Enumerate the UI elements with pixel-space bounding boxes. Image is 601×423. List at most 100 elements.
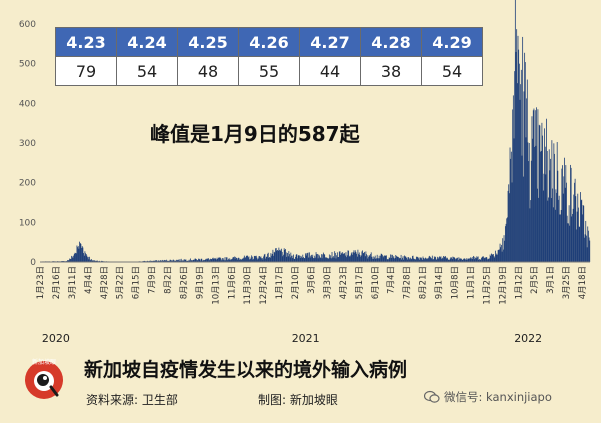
daily-case-bar [206, 259, 207, 262]
daily-case-bar [540, 150, 542, 262]
daily-case-bar [358, 252, 360, 262]
x-tick-label: 11月30日 [243, 266, 253, 305]
daily-case-bar [487, 258, 489, 262]
daily-case-bar [76, 245, 78, 262]
daily-case-bar [388, 257, 390, 262]
daily-case-bar [409, 257, 411, 262]
daily-case-bar [570, 167, 572, 262]
x-tick-label: 4月18日 [578, 266, 588, 299]
daily-case-bar [338, 257, 340, 262]
daily-case-bar [405, 256, 407, 262]
daily-case-bar [81, 246, 83, 262]
daily-case-bar [401, 259, 403, 262]
daily-case-bar [506, 217, 508, 262]
daily-case-bar [514, 71, 516, 263]
daily-case-bar [334, 252, 336, 262]
daily-case-bar [522, 36, 524, 263]
daily-case-bar [283, 254, 284, 262]
daily-case-bar [305, 253, 306, 262]
daily-case-bar [101, 260, 102, 262]
daily-case-bar [175, 260, 177, 262]
daily-case-bar [408, 257, 410, 262]
daily-case-bar [315, 252, 317, 262]
daily-case-bar [367, 258, 369, 262]
daily-case-bar [257, 258, 259, 262]
daily-case-bar [336, 255, 338, 262]
daily-case-bar [573, 194, 575, 262]
daily-case-bar [479, 259, 480, 262]
daily-case-bar [350, 253, 352, 262]
daily-case-bar [419, 257, 421, 262]
daily-case-bar [520, 84, 522, 262]
daily-case-bar [295, 256, 296, 262]
daily-case-bar [503, 235, 505, 262]
daily-case-bar [493, 254, 494, 262]
daily-case-bar [159, 260, 161, 262]
daily-case-bar [290, 252, 292, 262]
daily-case-bar [160, 260, 162, 262]
daily-case-bar [415, 259, 417, 262]
x-tick-label: 4月23日 [339, 266, 349, 299]
daily-case-bar [397, 256, 399, 262]
daily-case-bar [470, 257, 472, 262]
daily-case-bar [270, 253, 272, 262]
brand-logo: 新加坡眼 [25, 358, 63, 399]
daily-case-bar [346, 257, 348, 262]
daily-case-bar [212, 257, 214, 262]
wechat-icon [424, 390, 440, 403]
daily-case-bar [261, 258, 262, 262]
daily-case-bar [278, 247, 280, 262]
daily-case-bar [374, 257, 375, 262]
daily-case-bar [325, 257, 327, 262]
daily-case-bar [184, 259, 185, 262]
x-tick-label: 7月4日 [387, 266, 397, 294]
daily-case-bar [530, 200, 532, 262]
chart-maker: 制图: 新加坡眼 [258, 393, 338, 407]
daily-case-bar [496, 253, 498, 262]
daily-case-bar [166, 260, 168, 262]
x-tick-label: 2月10日 [291, 266, 301, 299]
daily-case-bar [532, 138, 534, 262]
daily-case-bar [387, 259, 389, 262]
x-tick-label: 8月21日 [419, 266, 429, 299]
daily-case-bar [393, 256, 395, 262]
daily-case-bar [508, 193, 510, 262]
daily-case-bar [148, 260, 150, 262]
daily-case-bar [584, 237, 585, 262]
year-label: 2022 [514, 332, 542, 345]
y-tick-label: 0 [30, 258, 36, 268]
daily-case-bar [569, 225, 571, 262]
daily-case-bar [256, 257, 258, 262]
daily-case-bar [541, 122, 543, 262]
daily-case-bar [426, 259, 428, 262]
daily-case-bar [72, 257, 74, 262]
daily-case-bar [588, 237, 590, 262]
daily-case-bar [518, 63, 520, 262]
daily-case-bar [481, 257, 483, 262]
daily-case-bar [376, 254, 378, 262]
daily-case-bar [269, 257, 271, 262]
daily-case-bar [366, 255, 368, 262]
daily-case-bar [587, 226, 589, 262]
daily-case-bar [467, 258, 469, 262]
daily-case-bar [166, 259, 168, 262]
daily-case-bar [224, 257, 226, 262]
daily-case-bar [555, 189, 557, 262]
daily-case-bar [239, 259, 241, 262]
daily-case-bar [344, 255, 346, 262]
daily-case-bar [459, 258, 460, 262]
daily-case-bar [485, 257, 487, 262]
daily-case-bar [391, 254, 393, 262]
daily-case-bar [180, 258, 182, 262]
daily-case-bar [209, 260, 211, 262]
daily-case-bar [383, 255, 385, 262]
daily-case-bar [311, 256, 313, 262]
table-cell-date: 4.29 [421, 27, 483, 57]
daily-case-bar [574, 178, 576, 262]
daily-case-bar [324, 257, 326, 262]
daily-case-bar [69, 258, 71, 262]
daily-case-bar [81, 247, 82, 262]
daily-case-bar [388, 259, 389, 262]
daily-case-bar [164, 260, 166, 262]
daily-case-bar [182, 260, 183, 262]
